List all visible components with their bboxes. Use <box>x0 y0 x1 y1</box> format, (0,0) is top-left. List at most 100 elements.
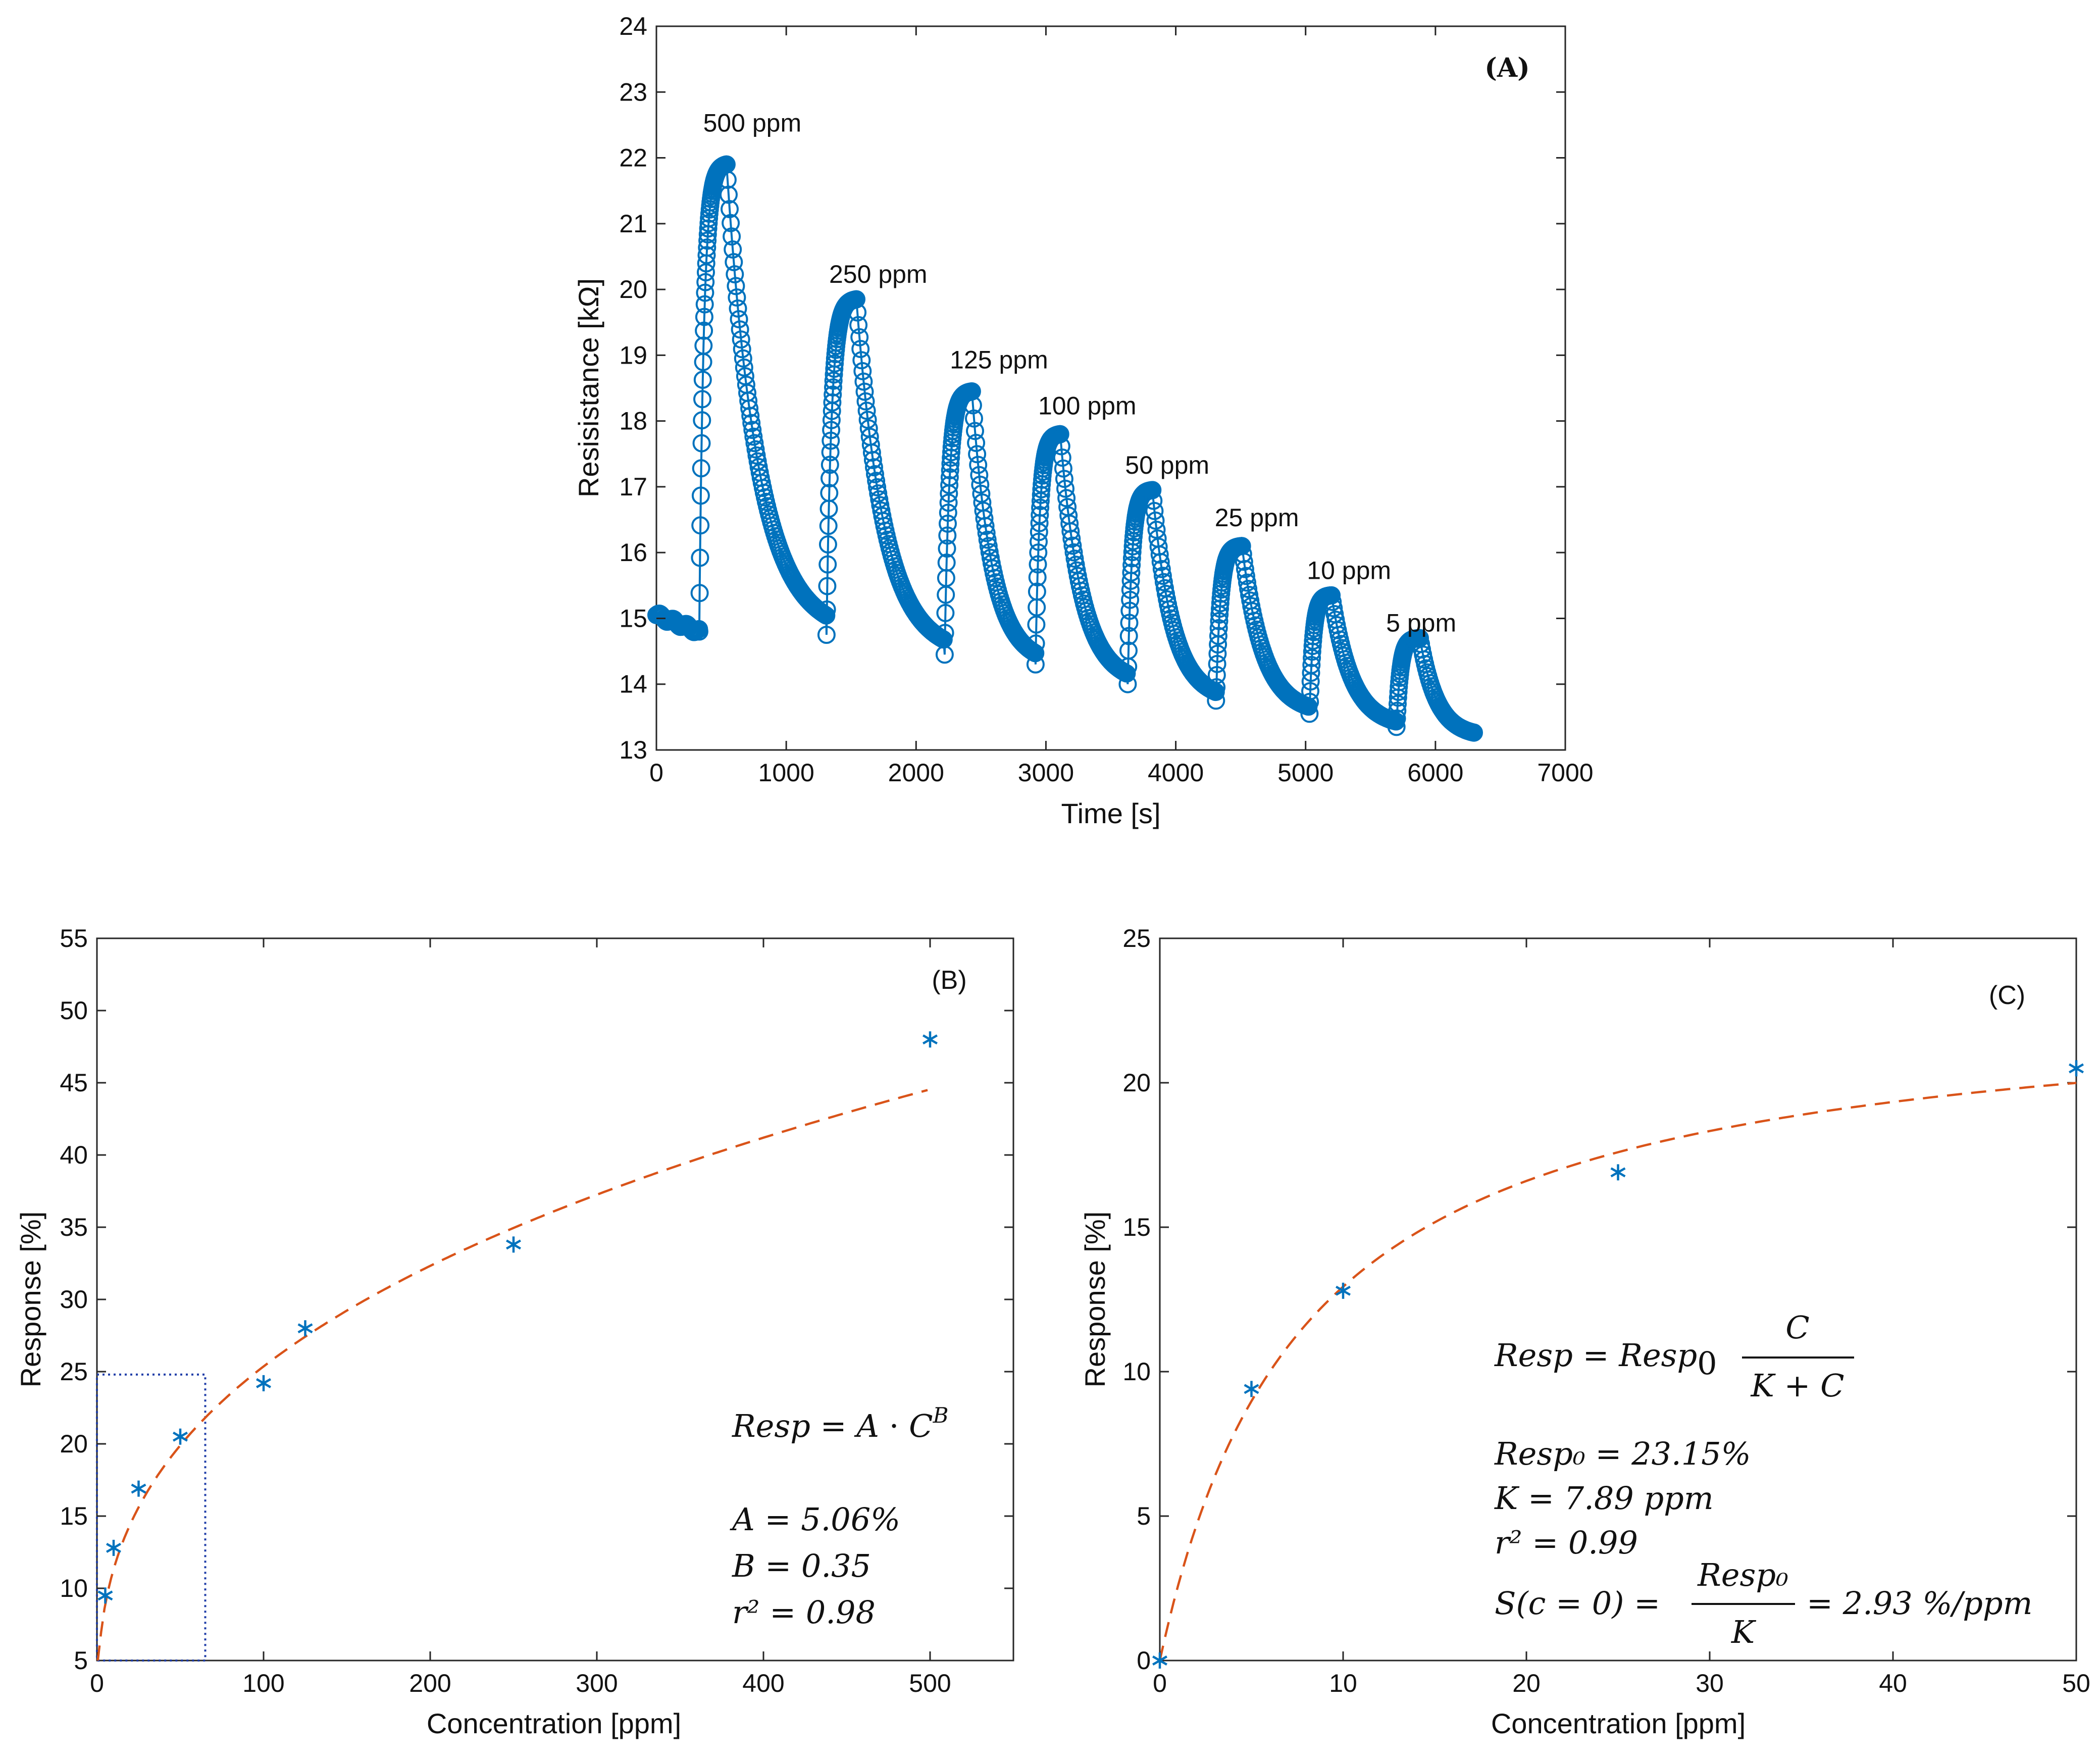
panel-c-xtick-label: 30 <box>1696 1669 1724 1697</box>
panel-a-xtick-label: 4000 <box>1148 759 1204 787</box>
panel-a-data-point <box>971 475 990 494</box>
panel-a-data-point <box>1150 545 1169 564</box>
panel-a-ytick-label: 17 <box>619 473 647 501</box>
panel-a-data-point <box>742 414 761 432</box>
panel-a-ytick-label: 15 <box>619 604 647 632</box>
panel-b-xtick-label: 500 <box>909 1669 951 1697</box>
panel-a-annotation-2: 125 ppm <box>950 345 1048 374</box>
panel-a-data-point <box>698 231 717 250</box>
panel-a-annotation-5: 25 ppm <box>1215 504 1299 532</box>
panel-a-xtick-label: 7000 <box>1537 759 1593 787</box>
panel-a-data-point <box>822 431 840 450</box>
panel-a-data-point <box>1210 612 1228 630</box>
panel-c-sens-rhs: = 2.93 %/ppm <box>1807 1585 2032 1622</box>
panel-a-data-point <box>723 227 741 246</box>
panel-a-data-point <box>817 626 836 644</box>
panel-c-ytick-label: 25 <box>1122 924 1151 952</box>
panel-a-data-point <box>869 484 888 502</box>
panel-a-data-point <box>1322 586 1341 605</box>
panel-a-data-point <box>1123 537 1142 556</box>
panel-a-data-point <box>936 604 955 622</box>
panel-a-xtick-label: 3000 <box>1018 759 1074 787</box>
panel-c-chart: 0 10 20 30 40 50 0 5 10 15 20 25 (C) Resp = Resp0 C… <box>1079 924 2090 1739</box>
panel-a-data-point <box>729 299 747 318</box>
panel-a-annotation-3: 100 ppm <box>1038 392 1137 420</box>
panel-b-frame <box>96 937 1014 1662</box>
panel-a-ytick-label: 16 <box>619 538 647 567</box>
panel-a-xtick-label: 5000 <box>1277 759 1334 787</box>
panel-a-data-point <box>1207 691 1225 710</box>
panel-c-xtick-label: 50 <box>2062 1669 2090 1697</box>
panel-c-equation-den: K + C <box>1750 1367 1844 1404</box>
panel-a-data-point <box>1151 552 1170 571</box>
panel-a-annotation-6: 10 ppm <box>1307 556 1391 584</box>
panel-a-data-point <box>735 358 753 377</box>
panel-c-frame <box>1159 937 2077 1662</box>
panel-a-data-point <box>720 185 738 204</box>
panel-b-ytick-label: 50 <box>60 996 88 1025</box>
panel-a-data-point <box>1120 614 1139 632</box>
panel-b-points <box>97 1031 938 1604</box>
panel-a-data-point <box>697 263 715 282</box>
panel-b-ytick-label: 25 <box>60 1358 88 1386</box>
panel-a-data-point <box>856 392 875 411</box>
panel-b-xtick-label: 400 <box>742 1669 784 1697</box>
panel-c-ytick-label: 10 <box>1122 1358 1151 1386</box>
panel-a-data-point <box>721 200 739 218</box>
panel-a-data-point <box>979 537 998 556</box>
panel-a-data-point <box>690 584 709 602</box>
panel-a-annotation-7: 5 ppm <box>1386 609 1456 637</box>
panel-b-ylabel: Response [%] <box>15 1212 46 1388</box>
panel-a-ytick-label: 18 <box>619 407 647 435</box>
panel-c-ytick-label: 0 <box>1137 1646 1151 1675</box>
panel-a-data-point <box>1147 521 1166 539</box>
panel-a-ytick-label: 20 <box>619 275 647 304</box>
panel-a-data-point <box>726 265 744 284</box>
panel-b-data-point <box>256 1375 271 1391</box>
panel-a-data-point <box>1120 601 1139 620</box>
panel-a-ytick-label: 23 <box>619 78 647 106</box>
panel-a-data-point <box>977 524 996 542</box>
panel-a-data-point <box>1235 552 1253 571</box>
panel-a-data-point <box>722 214 740 232</box>
panel-b-ytick-label: 5 <box>74 1646 88 1675</box>
panel-a-data-point <box>1300 705 1319 723</box>
panel-b-ytick-label: 55 <box>60 924 88 952</box>
panel-a-data-point <box>1028 582 1046 601</box>
panel-a-ytick-label: 22 <box>619 144 647 172</box>
panel-a-data-point <box>1056 479 1074 498</box>
panel-c-ytick-label: 20 <box>1122 1069 1151 1097</box>
panel-a-data-point <box>1122 563 1141 582</box>
panel-a-data-point <box>858 411 877 429</box>
panel-a-data-point <box>1303 648 1321 667</box>
panel-a-data-point <box>821 443 840 462</box>
panel-a-data-point <box>1026 644 1045 663</box>
panel-c-label: (C) <box>1989 981 2025 1010</box>
panel-a-data-point <box>1055 470 1073 488</box>
panel-a-data-point <box>853 362 872 380</box>
panel-a-xtick-label: 0 <box>649 759 663 787</box>
panel-a-series-line <box>655 163 1474 734</box>
panel-a-data-point <box>868 478 887 496</box>
panel-b-chart: 0 100 200 300 400 500 5 10 15 20 25 30 35 40 45 50 55 (B… <box>15 924 1014 1739</box>
panel-c-ylabel: Response [%] <box>1079 1212 1111 1388</box>
panel-a-data-point <box>939 504 957 522</box>
panel-a-data-point <box>867 472 886 490</box>
panel-a-data-point <box>1031 506 1049 524</box>
panel-a-data-point <box>821 456 839 474</box>
panel-a-data-point <box>940 476 959 494</box>
panel-a-data-point <box>746 440 765 459</box>
panel-b-xtick-label: 300 <box>576 1669 618 1697</box>
panel-c-data-point <box>1152 1652 1167 1669</box>
panel-a-ytick-label: 13 <box>619 736 647 764</box>
panel-a-annotation-0: 500 ppm <box>703 109 802 137</box>
panel-a-chart: 0 1000 2000 3000 4000 5000 6000 7000 13 14 15 16 17 1… <box>573 12 1594 829</box>
panel-a-data-point <box>1119 641 1138 660</box>
panel-a-data-point <box>1211 594 1230 613</box>
panel-a-data-point <box>940 468 959 487</box>
panel-a-ytick-label: 21 <box>619 210 647 238</box>
panel-a-data-point <box>1053 448 1071 467</box>
panel-a-data-point <box>691 486 710 505</box>
panel-a-data-point <box>699 214 718 232</box>
